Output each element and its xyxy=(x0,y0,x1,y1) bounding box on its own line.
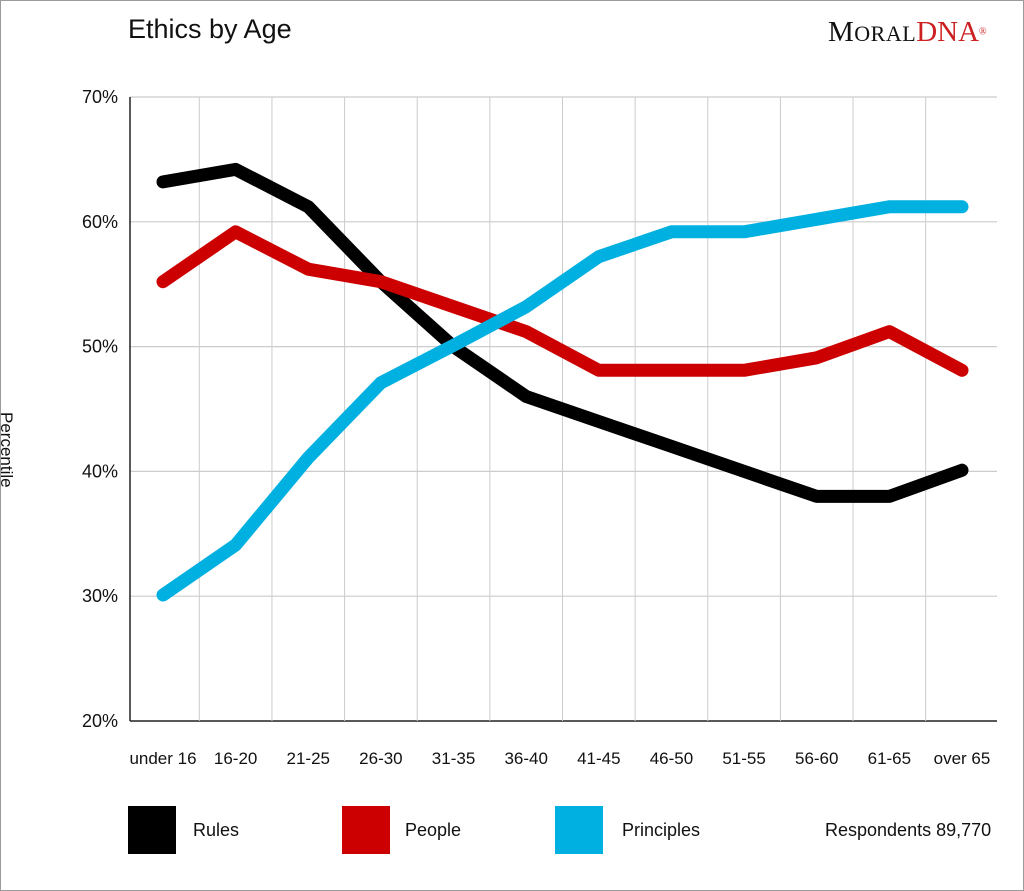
x-tick-label: 56-60 xyxy=(795,749,838,768)
legend-label-rules: Rules xyxy=(193,820,240,840)
y-tick-label: 20% xyxy=(82,711,118,731)
x-tick-label: 41-45 xyxy=(577,749,620,768)
x-tick-label: under 16 xyxy=(129,749,196,768)
x-tick-label: 31-35 xyxy=(432,749,475,768)
y-tick-label: 50% xyxy=(82,337,118,357)
x-tick-label: 51-55 xyxy=(722,749,765,768)
legend-swatch-rules xyxy=(128,806,176,854)
legend-swatch-people xyxy=(342,806,390,854)
x-tick-label: 16-20 xyxy=(214,749,257,768)
x-tick-label: over 65 xyxy=(934,749,991,768)
x-tick-label: 36-40 xyxy=(504,749,547,768)
x-tick-label: 46-50 xyxy=(650,749,693,768)
x-tick-label: 21-25 xyxy=(287,749,330,768)
series-line-principles xyxy=(156,200,969,602)
x-tick-label: 26-30 xyxy=(359,749,402,768)
series-line-rules xyxy=(156,162,969,503)
y-tick-label: 40% xyxy=(82,461,118,481)
y-tick-label: 70% xyxy=(82,87,118,107)
y-tick-label: 30% xyxy=(82,586,118,606)
x-tick-label: 61-65 xyxy=(868,749,911,768)
moraldna-logo: MORALDNA® xyxy=(828,16,987,48)
respondents-count: Respondents 89,770 xyxy=(825,820,992,840)
legend-label-principles: Principles xyxy=(622,820,701,840)
legend-label-people: People xyxy=(405,820,462,840)
y-tick-label: 60% xyxy=(82,212,118,232)
series-line-people xyxy=(156,225,969,377)
chart-title: Ethics by Age xyxy=(128,14,292,44)
legend-swatch-principles xyxy=(555,806,603,854)
